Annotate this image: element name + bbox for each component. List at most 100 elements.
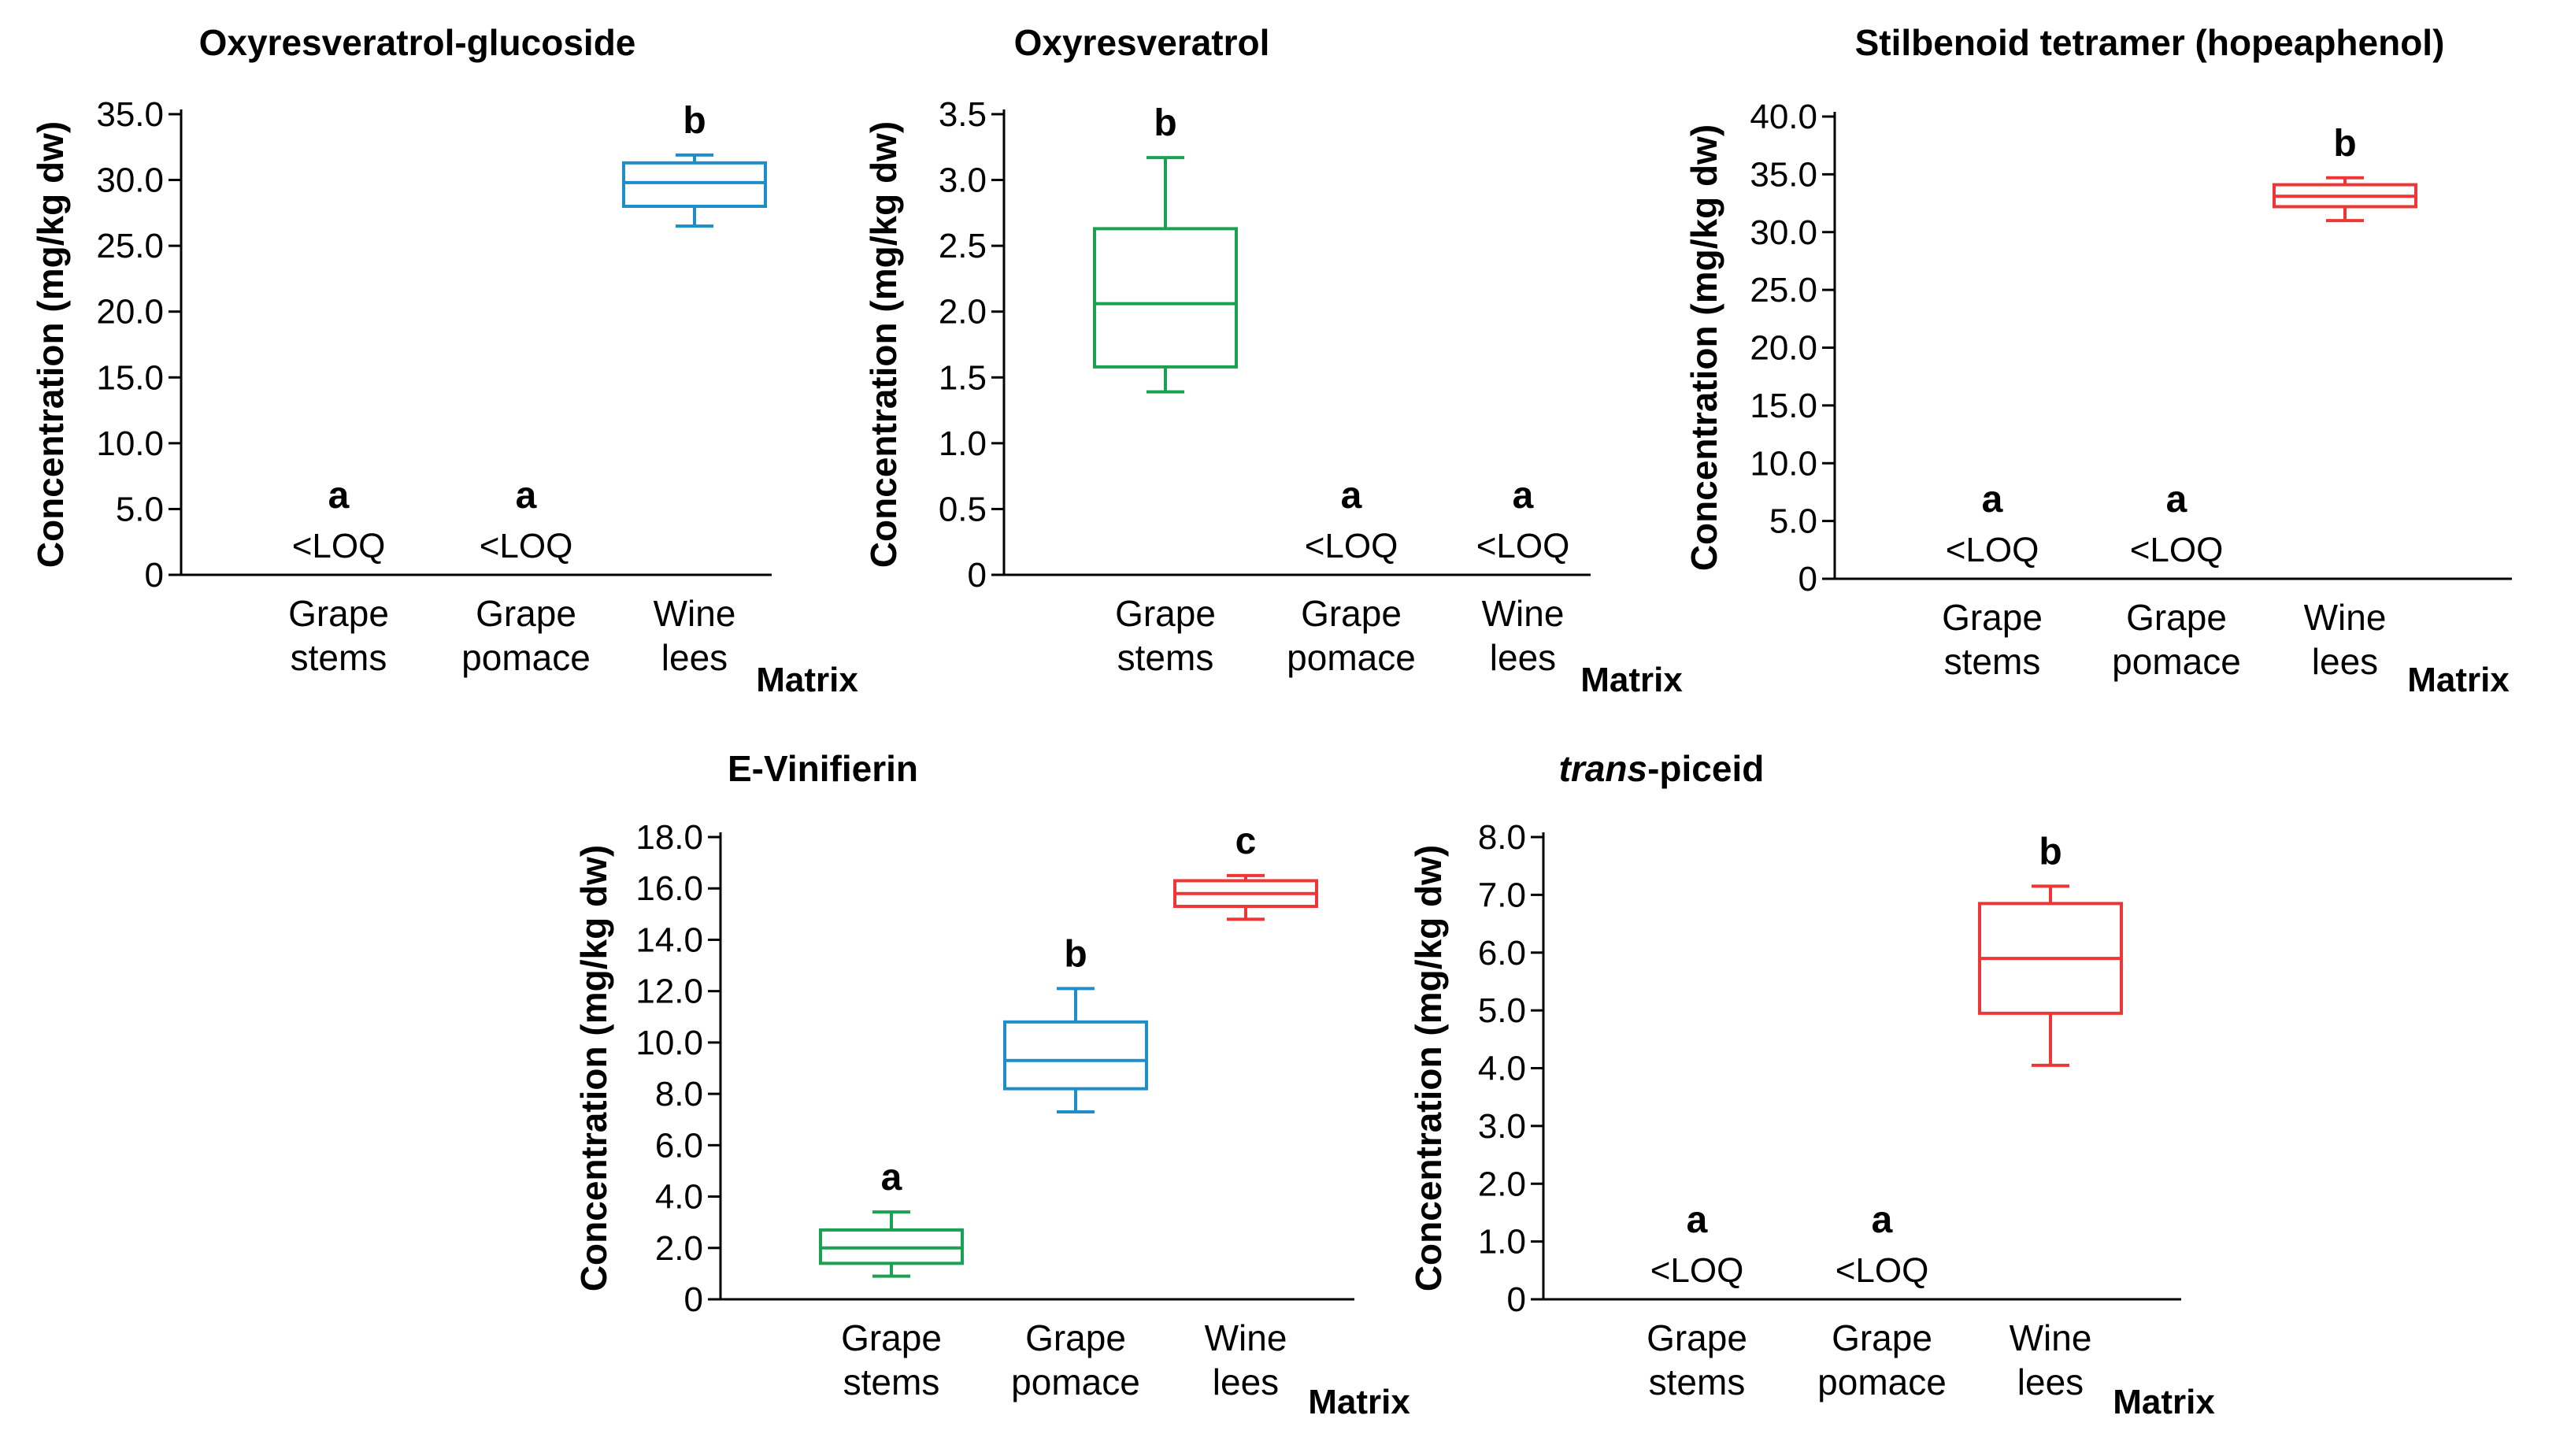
- x-axis-label: Matrix: [2113, 1383, 2215, 1421]
- y-tick-label: 1.5: [939, 358, 987, 397]
- x-tick-label: Wine lees: [1482, 593, 1565, 678]
- y-tick-label: 5.0: [1478, 991, 1526, 1030]
- y-axis-label: Concentration (mg/kg dw): [573, 845, 614, 1291]
- y-tick-label: 16.0: [635, 869, 703, 908]
- x-tick-label-line: Grape: [1301, 593, 1402, 634]
- x-tick-label-line: lees: [1490, 637, 1556, 678]
- y-tick-label: 25.0: [1750, 271, 1817, 309]
- x-tick-label-line: stems: [1944, 641, 2041, 682]
- y-tick-label: 15.0: [96, 358, 164, 397]
- chart-title: Oxyresveratrol-glucoside: [199, 22, 636, 63]
- significance-letter: a: [1872, 1199, 1893, 1241]
- x-axis-label: Matrix: [1308, 1383, 1410, 1421]
- x-tick-label-line: Grape: [2126, 597, 2227, 638]
- x-tick-label-line: Wine: [2010, 1317, 2092, 1358]
- x-tick-label: Wine lees: [2304, 597, 2387, 682]
- chart-title: Oxyresveratrol: [1014, 22, 1270, 63]
- y-tick-label: 20.0: [1750, 329, 1817, 368]
- x-tick-label-line: Wine: [654, 593, 736, 634]
- box-plot: [1173, 873, 1318, 921]
- box-iqr: [1093, 227, 1238, 369]
- x-tick-label-line: pomace: [1287, 637, 1416, 678]
- loq-note: <LOQ: [1946, 531, 2039, 569]
- significance-letter: a: [2166, 479, 2187, 521]
- y-tick-label: 30.0: [1750, 213, 1817, 252]
- x-axis-label: Matrix: [756, 661, 858, 699]
- x-tick-label: Grape stems: [841, 1317, 942, 1402]
- y-tick-label: 6.0: [1478, 934, 1526, 973]
- y-tick-label: 2.5: [939, 227, 987, 265]
- chart-panel-1: Oxyresveratrol-glucoside Concentration (m…: [30, 22, 858, 699]
- x-tick-label-line: stems: [843, 1362, 940, 1402]
- x-tick-label: Wine lees: [2010, 1317, 2092, 1402]
- y-tick-label: 4.0: [655, 1178, 703, 1217]
- x-tick-label: Grape pomace: [1011, 1317, 1140, 1402]
- x-tick-label: Grape stems: [1647, 1317, 1747, 1402]
- y-axis-label: Concentration (mg/kg dw): [30, 121, 71, 568]
- y-tick-label: 30.0: [96, 161, 164, 200]
- loq-note: <LOQ: [1476, 527, 1570, 565]
- y-tick-label: 1.0: [939, 424, 987, 463]
- box-plot: [1093, 156, 1238, 394]
- chart-title-part: trans: [1559, 748, 1647, 789]
- y-tick-label: 10.0: [96, 424, 164, 463]
- y-tick-label: 0: [968, 556, 987, 595]
- y-tick-label: 8.0: [655, 1075, 703, 1113]
- chart-panel-2: Oxyresveratrol Concentration (mg/kg dw) 0 0…: [863, 22, 1683, 699]
- x-tick-label-line: Grape: [288, 593, 389, 634]
- y-tick-label: 0: [145, 556, 164, 595]
- x-tick-label-line: pomace: [461, 637, 591, 678]
- x-tick-label: Wine lees: [654, 593, 736, 678]
- y-axis-label: Concentration (mg/kg dw): [863, 121, 904, 568]
- y-tick-label: 0: [684, 1280, 703, 1319]
- box-plot: [1003, 987, 1148, 1113]
- significance-letter: a: [1341, 475, 1362, 517]
- x-tick-label-line: lees: [2312, 641, 2378, 682]
- y-tick-label: 2.0: [1478, 1165, 1526, 1203]
- box-plot: [1978, 884, 2123, 1067]
- y-tick-label: 2.0: [655, 1229, 703, 1268]
- chart-title: Stilbenoid tetramer (hopeaphenol): [1855, 22, 2445, 63]
- y-tick-label: 40.0: [1750, 98, 1817, 136]
- significance-letter: b: [2333, 123, 2356, 165]
- significance-letter: b: [2039, 831, 2061, 872]
- box-plot: [819, 1210, 964, 1278]
- box-plot: [622, 153, 767, 228]
- y-tick-label: 8.0: [1478, 818, 1526, 857]
- x-tick-label: Grape pomace: [2112, 597, 2241, 682]
- x-tick-label: Grape stems: [1115, 593, 1216, 678]
- y-tick-label: 10.0: [635, 1024, 703, 1062]
- y-tick-label: 2.0: [939, 293, 987, 332]
- y-tick-label: 6.0: [655, 1126, 703, 1165]
- y-tick-label: 14.0: [635, 921, 703, 959]
- x-tick-label-line: Grape: [1647, 1317, 1747, 1358]
- chart-panel-5: trans-piceid Concentration (mg/kg dw) 0 1.0…: [1408, 748, 2215, 1421]
- chart-title: E-Vinifierin: [728, 748, 918, 789]
- significance-letter: a: [516, 475, 537, 517]
- y-tick-label: 0: [1507, 1280, 1526, 1319]
- loq-note: <LOQ: [2130, 531, 2224, 569]
- x-tick-label-line: pomace: [1011, 1362, 1140, 1402]
- y-tick-label: 10.0: [1750, 444, 1817, 483]
- y-tick-label: 1.0: [1478, 1223, 1526, 1261]
- box-iqr: [1003, 1020, 1148, 1091]
- y-tick-label: 25.0: [96, 227, 164, 265]
- y-tick-label: 7.0: [1478, 876, 1526, 914]
- significance-letter: a: [1687, 1199, 1708, 1241]
- significance-letter: c: [1235, 821, 1257, 862]
- significance-letter: a: [1513, 475, 1534, 517]
- y-tick-label: 5.0: [1769, 502, 1817, 541]
- x-tick-label-line: lees: [1213, 1362, 1279, 1402]
- x-tick-label-line: stems: [1649, 1362, 1746, 1402]
- significance-letter: b: [683, 100, 706, 142]
- chart-title-part: -piceid: [1647, 748, 1764, 789]
- x-tick-label-line: Grape: [476, 593, 576, 634]
- significance-letter: a: [328, 475, 350, 517]
- x-tick-label-line: Grape: [1115, 593, 1216, 634]
- significance-letter: a: [1982, 479, 2003, 521]
- y-tick-label: 3.0: [939, 161, 987, 200]
- y-tick-label: 3.0: [1478, 1107, 1526, 1146]
- x-tick-label: Grape pomace: [1817, 1317, 1947, 1402]
- x-tick-label: Grape stems: [288, 593, 389, 678]
- x-tick-label-line: Wine: [1482, 593, 1565, 634]
